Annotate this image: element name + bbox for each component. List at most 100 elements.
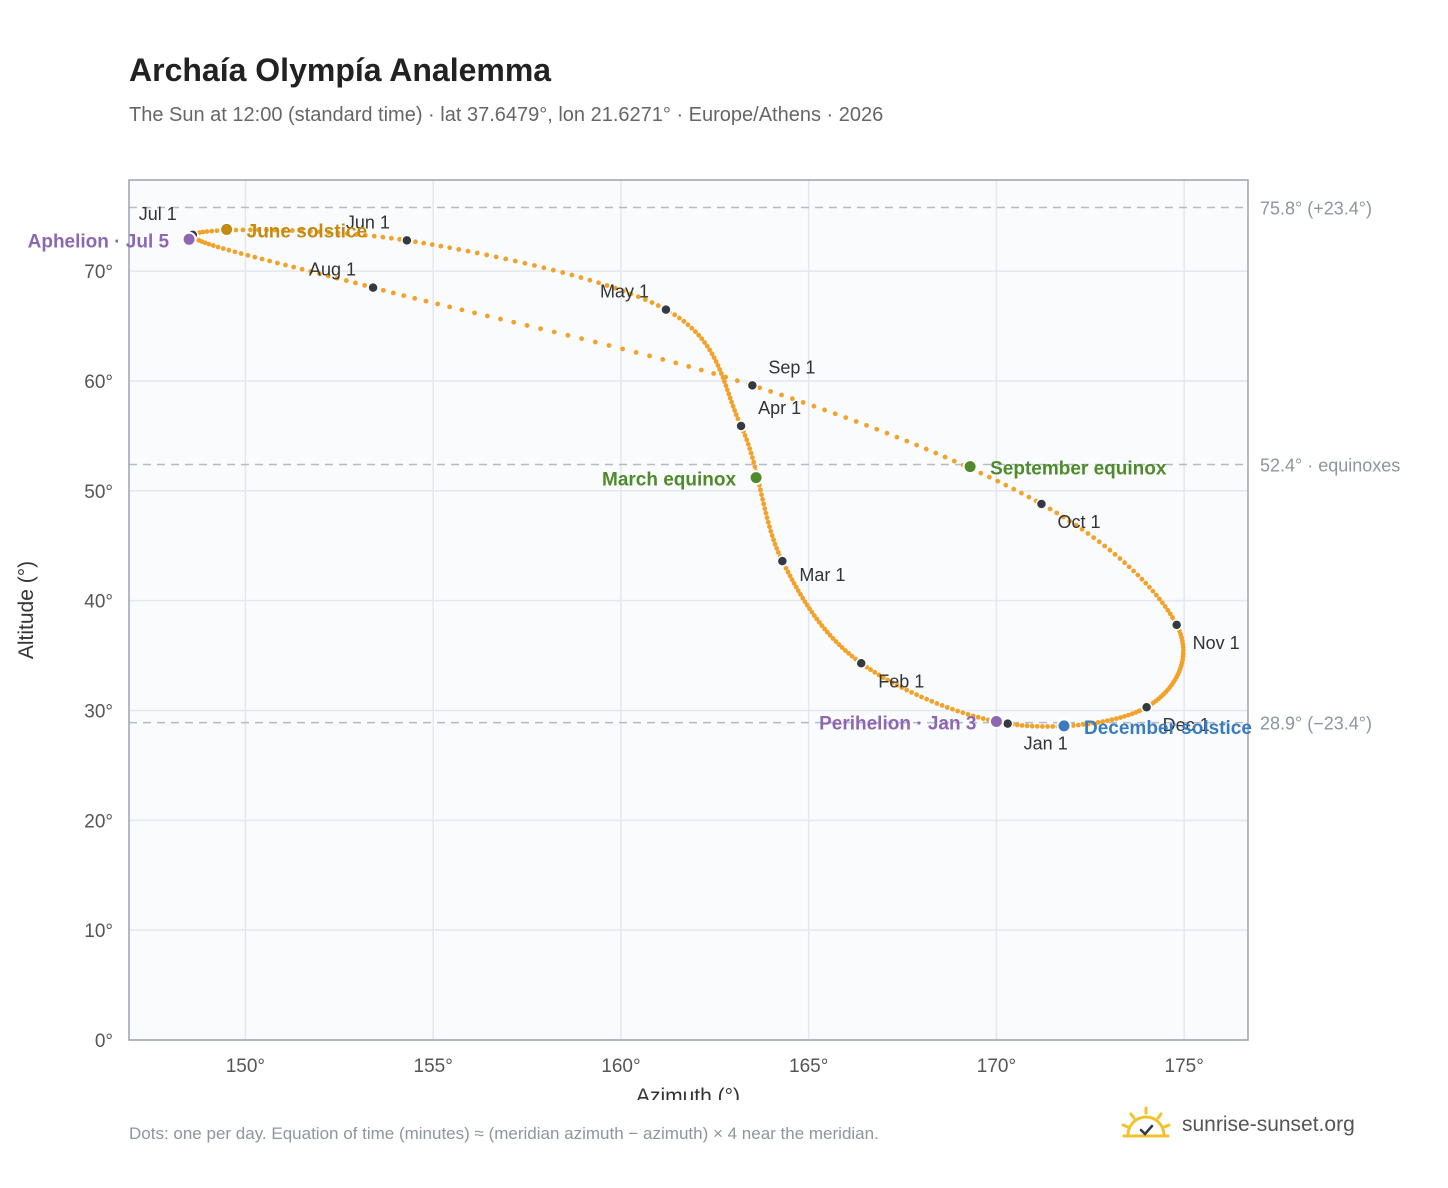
- daily-dot: [335, 230, 341, 236]
- daily-dot: [726, 391, 732, 397]
- daily-dot: [291, 264, 297, 270]
- daily-dot: [960, 710, 966, 716]
- daily-dot: [711, 371, 717, 376]
- daily-dot: [1118, 715, 1123, 720]
- daily-dot: [512, 258, 518, 264]
- daily-dot: [660, 356, 666, 362]
- daily-dot: [689, 325, 695, 331]
- daily-dot: [872, 669, 878, 675]
- daily-dot: [255, 227, 261, 233]
- daily-dot: [951, 458, 957, 464]
- month-marker: [1001, 717, 1014, 730]
- daily-dot: [435, 301, 441, 307]
- daily-dot: [620, 346, 625, 352]
- daily-dot: [783, 565, 789, 571]
- daily-dot: [283, 262, 288, 268]
- daily-dot: [233, 227, 239, 233]
- daily-dot: [723, 374, 729, 380]
- daily-dot: [1054, 510, 1060, 516]
- daily-dot: [1060, 514, 1066, 520]
- daily-dot: [1112, 551, 1118, 557]
- month-marker: [401, 234, 413, 247]
- daily-dot: [1129, 711, 1135, 717]
- daily-dot: [718, 371, 724, 376]
- daily-dot: [281, 227, 286, 233]
- reference-line-label: 52.4° · equinoxes: [1260, 455, 1400, 475]
- daily-dot: [832, 411, 838, 417]
- daily-dot: [804, 602, 810, 608]
- footnote: Dots: one per day. Equation of time (min…: [129, 1124, 879, 1143]
- daily-dot: [853, 419, 859, 424]
- month-label: Mar 1: [799, 565, 845, 585]
- daily-dot: [975, 714, 981, 720]
- sun-check-icon: [1121, 1106, 1171, 1138]
- daily-dot: [1122, 713, 1127, 719]
- daily-dot: [864, 422, 869, 428]
- daily-dot: [758, 487, 763, 493]
- daily-dot: [970, 713, 976, 719]
- daily-dot: [240, 227, 246, 233]
- daily-dot: [1024, 723, 1030, 729]
- daily-dot: [1091, 535, 1097, 541]
- daily-dot: [325, 273, 331, 279]
- daily-dot: [765, 519, 771, 525]
- daily-dot: [647, 353, 652, 359]
- daily-dot: [401, 293, 407, 299]
- plot-frame: [128, 179, 1249, 1041]
- daily-dot: [742, 433, 748, 438]
- daily-dot: [267, 258, 273, 264]
- event-marker: [748, 470, 764, 486]
- daily-dot: [759, 492, 764, 498]
- daily-dot: [1050, 724, 1056, 729]
- daily-dot: [681, 318, 687, 324]
- daily-dot: [1085, 721, 1091, 727]
- daily-dot: [724, 387, 730, 393]
- daily-dot: [795, 588, 801, 594]
- month-marker: [1140, 701, 1153, 713]
- daily-dot: [762, 506, 768, 511]
- daily-dot: [484, 252, 490, 258]
- daily-dot: [809, 609, 815, 615]
- daily-dot: [751, 459, 757, 465]
- daily-dot: [606, 343, 612, 348]
- y-tick-label: 60°: [84, 372, 113, 393]
- daily-dot: [899, 685, 905, 690]
- daily-dot: [541, 265, 547, 271]
- daily-dot: [819, 623, 825, 629]
- daily-dot: [735, 416, 741, 422]
- daily-dot: [722, 379, 727, 384]
- daily-dot: [800, 400, 806, 405]
- daily-dot: [1135, 572, 1141, 578]
- daily-dot: [1047, 506, 1053, 512]
- daily-dot: [696, 332, 702, 338]
- daily-dot: [456, 247, 462, 252]
- daily-dot: [793, 584, 799, 590]
- daily-dot: [1034, 723, 1040, 729]
- daily-dot: [914, 442, 920, 448]
- daily-dot: [538, 326, 543, 332]
- brand[interactable]: sunrise-sunset.org: [1120, 1100, 1355, 1150]
- daily-dot: [904, 438, 910, 444]
- daily-dot: [800, 595, 806, 601]
- daily-dot: [880, 675, 886, 680]
- daily-dot: [204, 229, 210, 234]
- daily-dot: [209, 228, 215, 234]
- x-axis-label: Azimuth (°): [636, 1085, 740, 1100]
- daily-dot: [849, 653, 855, 659]
- daily-dot: [1102, 543, 1108, 549]
- daily-dot: [830, 636, 836, 641]
- event-label: December solstice: [1084, 718, 1252, 739]
- daily-dot: [798, 592, 803, 597]
- daily-dot: [768, 528, 774, 534]
- brand-name[interactable]: sunrise-sunset.org: [1182, 1113, 1355, 1136]
- daily-dot: [763, 510, 769, 516]
- daily-dot: [465, 248, 471, 254]
- daily-dot: [914, 692, 919, 698]
- daily-dot: [827, 632, 833, 638]
- event-label: Aphelion · Jul 5: [28, 231, 170, 252]
- daily-dot: [894, 682, 900, 688]
- daily-dot: [344, 231, 350, 237]
- y-tick-label: 50°: [84, 482, 113, 503]
- daily-dot: [592, 339, 598, 345]
- daily-dot: [649, 300, 655, 305]
